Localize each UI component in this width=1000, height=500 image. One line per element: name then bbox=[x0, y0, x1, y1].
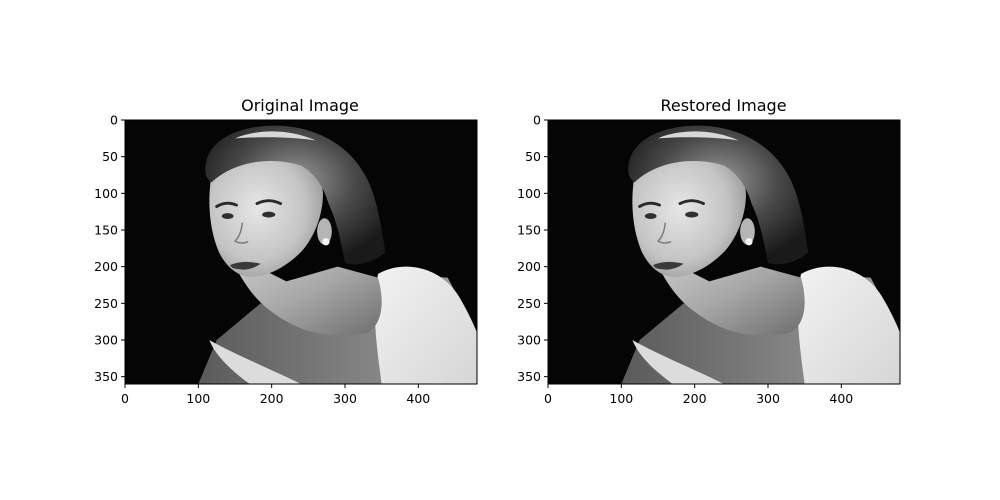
y-axis-ticks: 0 50 100 150 200 250 300 350 bbox=[517, 113, 548, 384]
x-tick-label: 100 bbox=[186, 391, 210, 406]
x-tick-label: 100 bbox=[609, 391, 633, 406]
x-tick-label: 0 bbox=[544, 391, 552, 406]
portrait-image bbox=[548, 120, 900, 384]
y-tick-label: 0 bbox=[110, 113, 118, 128]
x-tick-label: 300 bbox=[333, 391, 357, 406]
subplot-original: Original Image 0 100 200 300 400 0 50 100 150 20… bbox=[94, 96, 478, 406]
portrait-image bbox=[125, 120, 477, 384]
y-tick-label: 100 bbox=[517, 186, 541, 201]
y-tick-label: 150 bbox=[517, 223, 541, 238]
y-tick-label: 100 bbox=[94, 186, 118, 201]
image-area bbox=[548, 120, 900, 384]
x-tick-label: 200 bbox=[260, 391, 284, 406]
y-tick-label: 0 bbox=[533, 113, 541, 128]
x-tick-label: 200 bbox=[683, 391, 707, 406]
x-tick-label: 400 bbox=[406, 391, 430, 406]
y-tick-label: 250 bbox=[94, 296, 118, 311]
y-axis-ticks: 0 50 100 150 200 250 300 350 bbox=[94, 113, 125, 384]
y-tick-label: 300 bbox=[94, 333, 118, 348]
y-tick-label: 200 bbox=[517, 259, 541, 274]
y-tick-label: 250 bbox=[517, 296, 541, 311]
y-tick-label: 150 bbox=[94, 223, 118, 238]
subplot-title: Original Image bbox=[241, 96, 359, 115]
x-axis-ticks: 0 100 200 300 400 bbox=[121, 384, 430, 406]
axes-frame bbox=[124, 119, 478, 385]
x-tick-label: 300 bbox=[756, 391, 780, 406]
x-axis-ticks: 0 100 200 300 400 bbox=[544, 384, 853, 406]
y-tick-label: 300 bbox=[517, 333, 541, 348]
image-area bbox=[125, 120, 477, 384]
subplot-restored: Restored Image 0 100 200 300 400 0 50 100 150 20… bbox=[517, 96, 901, 406]
y-tick-label: 50 bbox=[525, 149, 541, 164]
subplot-title: Restored Image bbox=[660, 96, 786, 115]
y-tick-label: 50 bbox=[102, 149, 118, 164]
y-tick-label: 200 bbox=[94, 259, 118, 274]
x-tick-label: 400 bbox=[829, 391, 853, 406]
y-tick-label: 350 bbox=[94, 369, 118, 384]
axes-frame bbox=[547, 119, 901, 385]
y-tick-label: 350 bbox=[517, 369, 541, 384]
x-tick-label: 0 bbox=[121, 391, 129, 406]
